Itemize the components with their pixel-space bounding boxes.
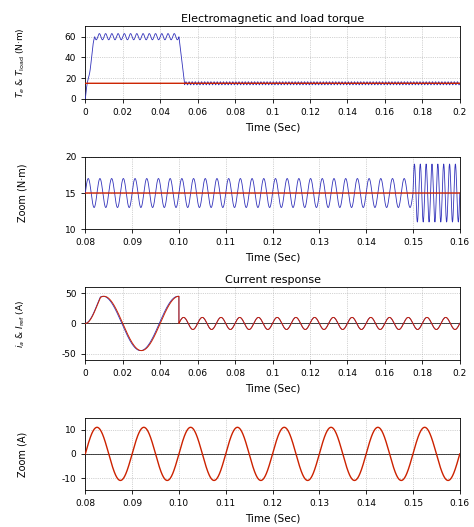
Title: Electromagnetic and load torque: Electromagnetic and load torque bbox=[181, 14, 364, 24]
X-axis label: Time (Sec): Time (Sec) bbox=[245, 253, 300, 263]
Y-axis label: $T_e$ & $T_{\rm load}$ (N·m): $T_e$ & $T_{\rm load}$ (N·m) bbox=[15, 27, 27, 98]
X-axis label: Time (Sec): Time (Sec) bbox=[245, 514, 300, 524]
Title: Current response: Current response bbox=[225, 275, 320, 285]
X-axis label: Time (Sec): Time (Sec) bbox=[245, 122, 300, 132]
Y-axis label: Zoom (N·m): Zoom (N·m) bbox=[17, 164, 27, 222]
Y-axis label: $i_a$ & $I_{\rm ref}$ (A): $i_a$ & $I_{\rm ref}$ (A) bbox=[15, 299, 27, 347]
X-axis label: Time (Sec): Time (Sec) bbox=[245, 383, 300, 393]
Y-axis label: Zoom (A): Zoom (A) bbox=[17, 431, 27, 476]
